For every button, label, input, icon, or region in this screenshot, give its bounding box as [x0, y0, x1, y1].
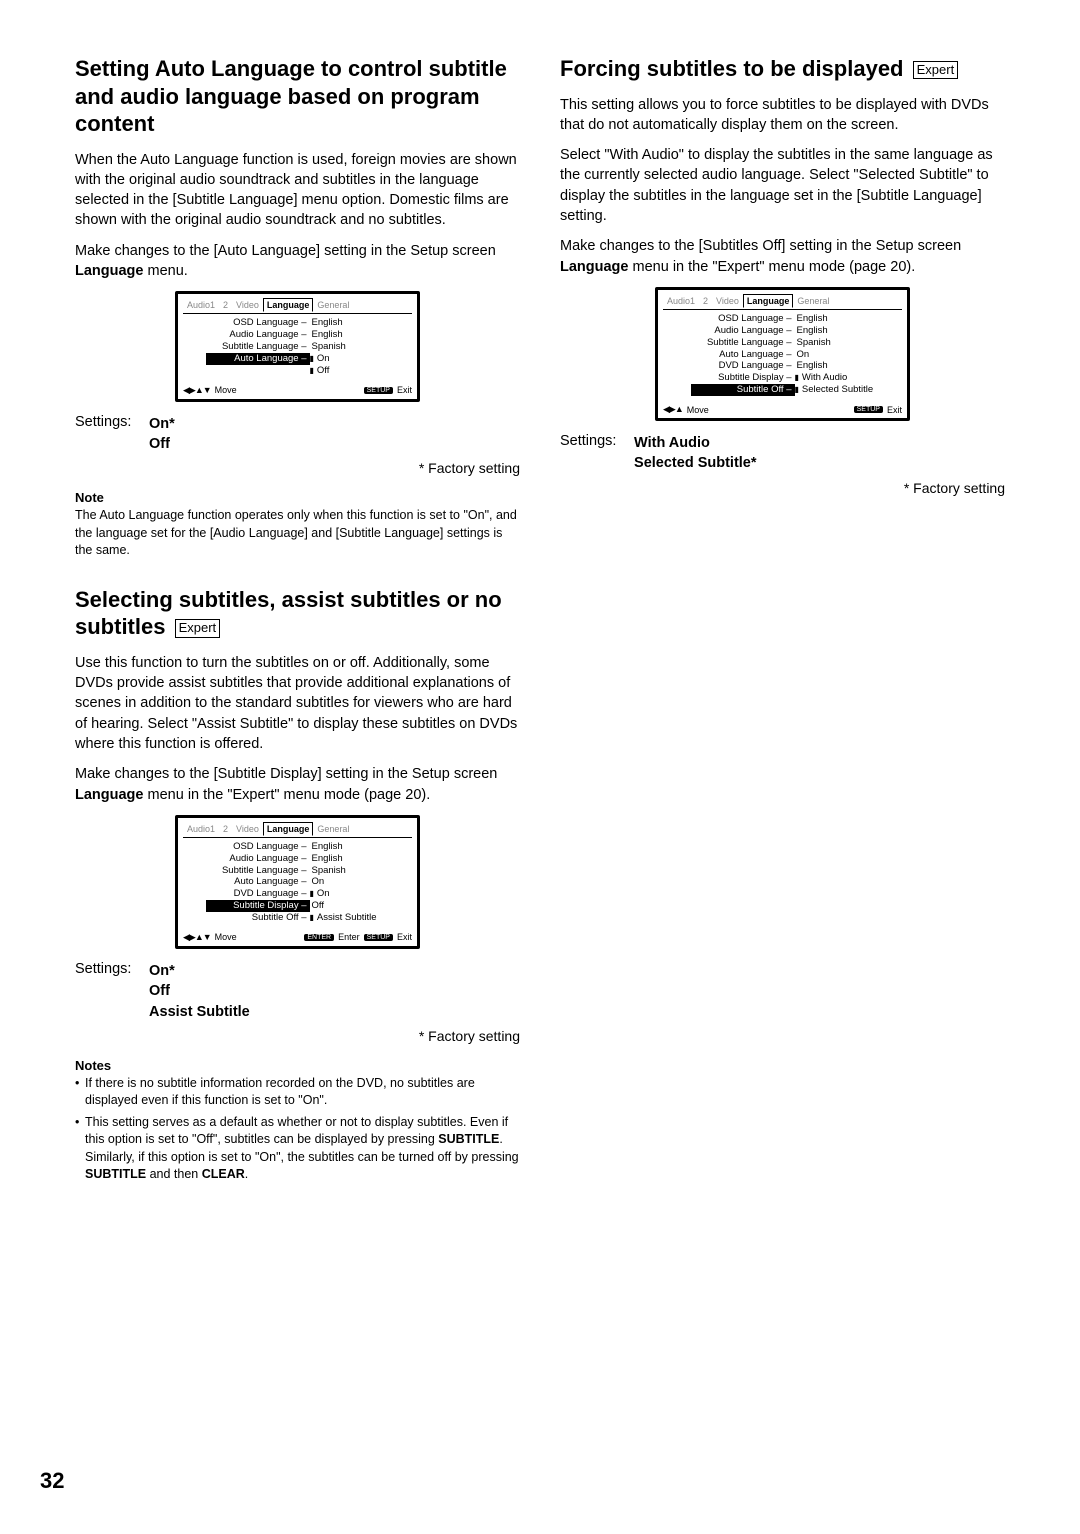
- s3-p2: Select "With Audio" to display the subti…: [560, 145, 1005, 226]
- s3-settings: Settings: With Audio Selected Subtitle*: [560, 433, 1005, 474]
- s3-factory: * Factory setting: [560, 480, 1005, 496]
- s3-p3: Make changes to the [Subtitles Off] sett…: [560, 236, 1005, 277]
- s2-note-2: This setting serves as a default as whet…: [75, 1114, 520, 1184]
- s2-p1: Use this function to turn the subtitles …: [75, 653, 520, 754]
- s1-title: Setting Auto Language to control subtitl…: [75, 55, 520, 138]
- expert-badge: Expert: [175, 619, 221, 637]
- s3-title: Forcing subtitles to be displayed Expert: [560, 55, 1005, 83]
- s1-note-hd: Note: [75, 490, 520, 505]
- s3-osd: Audio12VideoLanguageGeneralOSD Language …: [655, 287, 910, 421]
- s1-p2: Make changes to the [Auto Language] sett…: [75, 241, 520, 282]
- s2-title: Selecting subtitles, assist subtitles or…: [75, 586, 520, 641]
- s2-factory: * Factory setting: [75, 1028, 520, 1044]
- s2-notes: If there is no subtitle information reco…: [75, 1075, 520, 1184]
- s1-osd: Audio12VideoLanguageGeneralOSD Language …: [175, 291, 420, 401]
- page-number: 32: [40, 1468, 64, 1494]
- s2-settings: Settings: On* Off Assist Subtitle: [75, 961, 520, 1022]
- s1-note-txt: The Auto Language function operates only…: [75, 507, 520, 560]
- s3-p1: This setting allows you to force subtitl…: [560, 95, 1005, 136]
- s2-osd: Audio12VideoLanguageGeneralOSD Language …: [175, 815, 420, 949]
- s2-p2: Make changes to the [Subtitle Display] s…: [75, 764, 520, 805]
- s1-p1: When the Auto Language function is used,…: [75, 150, 520, 231]
- s1-settings: Settings: On* Off: [75, 414, 520, 455]
- s1-factory: * Factory setting: [75, 460, 520, 476]
- s2-notes-hd: Notes: [75, 1058, 520, 1073]
- expert-badge: Expert: [913, 61, 959, 79]
- s2-note-1: If there is no subtitle information reco…: [75, 1075, 520, 1110]
